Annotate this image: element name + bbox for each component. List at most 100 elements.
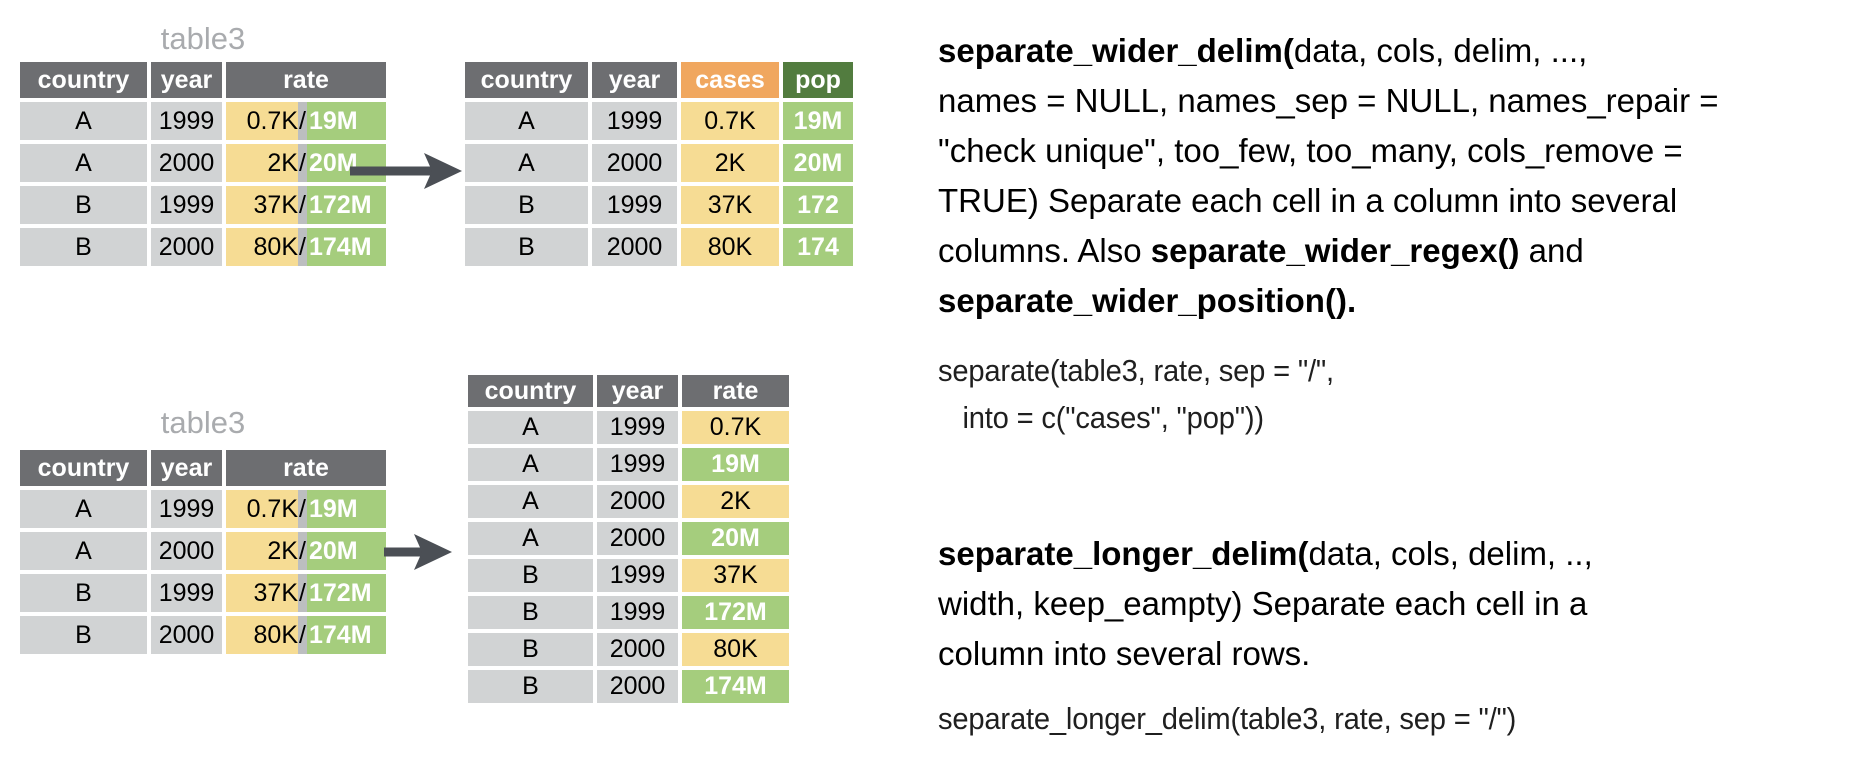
table-cell: 2K/20M xyxy=(226,144,386,182)
header-row: country year rate xyxy=(20,62,386,98)
table-row: A 1999 0.7K/19M xyxy=(20,102,386,140)
table-cell: 172M xyxy=(682,596,789,629)
table-cell: 1999 xyxy=(151,102,222,140)
rate-pop-part: 174M xyxy=(307,228,386,266)
rate-delimiter: / xyxy=(298,228,307,266)
rate-cases-part: 0.7K xyxy=(226,102,298,140)
rate-pop-part: 20M xyxy=(307,532,386,570)
rate-cases-part: 2K xyxy=(226,144,298,182)
table-row: A 1999 19M xyxy=(468,448,789,481)
table-cell: 2K xyxy=(682,485,789,518)
description-text: column into several rows. xyxy=(938,635,1311,672)
column-header-country: country xyxy=(20,62,147,98)
column-header-year: year xyxy=(151,62,222,98)
source-table-wider: country year rate A 1999 0.7K/19M A 2000 2K/20M B… xyxy=(20,62,386,270)
table-cell: 174M xyxy=(682,670,789,703)
header-row: country year cases pop xyxy=(465,62,853,98)
rate-cases-part: 37K xyxy=(226,186,298,224)
function-name: separate_wider_regex() xyxy=(1150,232,1520,269)
table-row: A 2000 2K/20M xyxy=(20,144,386,182)
description-line: "check unique", too_few, too_many, cols_… xyxy=(938,126,1852,176)
rate-cases-part: 2K xyxy=(226,532,298,570)
table-cell: A xyxy=(468,448,593,481)
description-line: columns. Also separate_wider_regex() and xyxy=(938,226,1852,276)
column-header-rate: rate xyxy=(682,375,789,407)
description-line: column into several rows. xyxy=(938,629,1852,679)
column-header-cases: cases xyxy=(681,62,779,98)
table-cell: B xyxy=(20,574,147,612)
column-header-country: country xyxy=(468,375,593,407)
table-cell: B xyxy=(468,559,593,592)
table-cell: 0.7K xyxy=(681,102,779,140)
table-row: B 1999 37K xyxy=(468,559,789,592)
table-cell: 1999 xyxy=(597,448,678,481)
description-line: names = NULL, names_sep = NULL, names_re… xyxy=(938,76,1852,126)
table-row: A 2000 2K 20M xyxy=(465,144,853,182)
table-cell: 2000 xyxy=(151,144,222,182)
table-row: A 2000 20M xyxy=(468,522,789,555)
arrow-head xyxy=(414,534,452,570)
table-cell: 172 xyxy=(783,186,853,224)
table-cell: 0.7K xyxy=(682,411,789,444)
table-cell: 174 xyxy=(783,228,853,266)
rate-delimiter: / xyxy=(298,574,307,612)
table-cell: B xyxy=(468,596,593,629)
table-cell: B xyxy=(468,670,593,703)
table-cell: 1999 xyxy=(592,186,677,224)
table-cell: 2K xyxy=(681,144,779,182)
table-cell: 2000 xyxy=(597,670,678,703)
arrow-right-icon xyxy=(350,153,462,189)
table-cell: 80K/174M xyxy=(226,616,386,654)
table-cell: B xyxy=(468,633,593,666)
source-table-title-top: table3 xyxy=(160,21,246,56)
rate-pop-part: 172M xyxy=(307,574,386,612)
separate-wider-delim-description: separate_wider_delim(data, cols, delim, … xyxy=(938,26,1852,326)
table-row: B 2000 80K 174 xyxy=(465,228,853,266)
table-cell: 1999 xyxy=(597,596,678,629)
table-cell: 20M xyxy=(682,522,789,555)
table-row: B 1999 37K/172M xyxy=(20,574,386,612)
code-line: separate_longer_delim(table3, rate, sep … xyxy=(938,701,1517,736)
table-cell: B xyxy=(20,186,147,224)
header-row: country year rate xyxy=(20,450,386,486)
arrow-shaft xyxy=(384,547,424,557)
column-header-pop: pop xyxy=(783,62,853,98)
table-row: B 2000 80K/174M xyxy=(20,616,386,654)
description-text: data, cols, delim, .., xyxy=(1308,535,1593,572)
header-row: country year rate xyxy=(468,375,789,407)
table-cell: A xyxy=(468,411,593,444)
table-row: A 1999 0.7K/19M xyxy=(20,490,386,528)
table-cell: A xyxy=(20,490,147,528)
rate-pop-part: 19M xyxy=(307,490,386,528)
table-cell: B xyxy=(20,228,147,266)
table-cell: 0.7K/19M xyxy=(226,490,386,528)
separate-longer-code-example: separate_longer_delim(table3, rate, sep … xyxy=(938,695,1852,742)
column-header-year: year xyxy=(151,450,222,486)
table-cell: 37K/172M xyxy=(226,574,386,612)
table-cell: 2000 xyxy=(592,144,677,182)
code-line: into = c("cases", "pop")) xyxy=(962,400,1264,435)
table-cell: 2000 xyxy=(592,228,677,266)
table-row: A 2000 2K/20M xyxy=(20,532,386,570)
description-text: width, keep_eampty) Separate each cell i… xyxy=(938,585,1588,622)
function-name: separate_longer_delim( xyxy=(938,535,1309,572)
description-text: "check unique", too_few, too_many, cols_… xyxy=(938,132,1683,169)
description-text: columns. Also xyxy=(938,232,1151,269)
table-row: A 1999 0.7K xyxy=(468,411,789,444)
rate-delimiter: / xyxy=(298,144,307,182)
table-row: B 1999 37K/172M xyxy=(20,186,386,224)
column-header-country: country xyxy=(20,450,147,486)
rate-cases-part: 37K xyxy=(226,574,298,612)
table-cell: 19M xyxy=(682,448,789,481)
table-cell: 2K/20M xyxy=(226,532,386,570)
source-table-longer: country year rate A 1999 0.7K/19M A 2000 2K/20M B… xyxy=(20,450,386,658)
result-table-longer: country year rate A 1999 0.7K A 1999 19M A 2000 2K A… xyxy=(468,375,789,707)
table-row: B 2000 174M xyxy=(468,670,789,703)
table-cell: 1999 xyxy=(597,559,678,592)
column-header-rate: rate xyxy=(226,62,386,98)
function-name: separate_wider_delim( xyxy=(938,32,1294,69)
table-cell: 37K/172M xyxy=(226,186,386,224)
rate-delimiter: / xyxy=(298,102,307,140)
description-line: separate_wider_position(). xyxy=(938,276,1852,326)
table-cell: 2000 xyxy=(151,616,222,654)
